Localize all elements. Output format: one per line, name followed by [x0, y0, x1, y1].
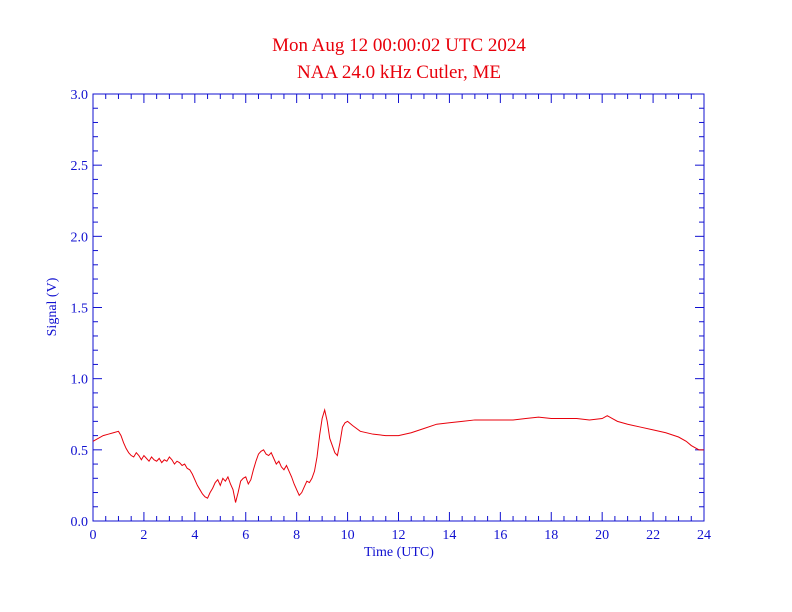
- y-tick-label: 0.0: [71, 515, 89, 530]
- x-tick-label: 2: [140, 528, 147, 543]
- y-tick-label: 1.5: [71, 302, 89, 317]
- x-tick-label: 18: [544, 528, 558, 543]
- axis-ticks: [92, 93, 705, 522]
- y-axis-label: Signal (V): [45, 277, 60, 336]
- x-tick-labels: 0 2 4 6 8 10 12 14 16 18 20 22 24: [90, 528, 712, 543]
- x-tick-label: 4: [191, 528, 198, 543]
- chart-subtitle: NAA 24.0 kHz Cutler, ME: [297, 62, 501, 83]
- y-tick-label: 2.5: [71, 159, 89, 174]
- x-tick-label: 12: [392, 528, 406, 543]
- y-tick-label: 1.0: [71, 373, 89, 388]
- y-tick-label: 2.0: [71, 230, 89, 245]
- x-tick-label: 6: [242, 528, 249, 543]
- chart-title: Mon Aug 12 00:00:02 UTC 2024: [272, 35, 526, 56]
- plot-frame: [92, 93, 705, 522]
- x-tick-label: 0: [90, 528, 97, 543]
- y-tick-labels: 0.0 0.5 1.0 1.5 2.0 2.5 3.0: [71, 88, 89, 530]
- x-tick-label: 24: [697, 528, 711, 543]
- x-tick-label: 10: [341, 528, 355, 543]
- y-tick-label: 3.0: [71, 88, 89, 103]
- x-tick-label: 20: [595, 528, 609, 543]
- y-tick-label: 0.5: [71, 444, 89, 459]
- signal-series-line: [92, 407, 704, 503]
- x-axis-label: Time (UTC): [364, 545, 434, 560]
- x-tick-label: 16: [493, 528, 507, 543]
- x-tick-label: 22: [646, 528, 660, 543]
- x-tick-label: 14: [442, 528, 456, 543]
- x-tick-label: 8: [293, 528, 300, 543]
